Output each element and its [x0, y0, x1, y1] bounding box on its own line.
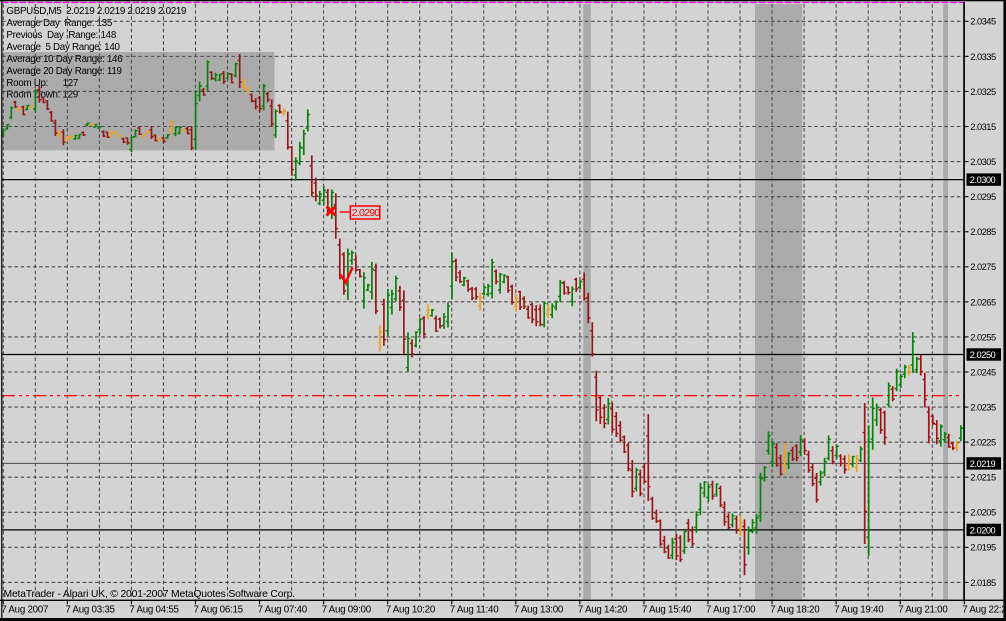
svg-text:7 Aug 18:20: 7 Aug 18:20	[770, 604, 820, 615]
svg-text:2.0235: 2.0235	[970, 403, 996, 413]
svg-text:7 Aug 06:15: 7 Aug 06:15	[194, 604, 244, 615]
svg-text:2.0250: 2.0250	[970, 350, 996, 360]
svg-text:MetaTrader - Alpari UK, © 2001: MetaTrader - Alpari UK, © 2001-2007 Meta…	[4, 589, 295, 600]
svg-text:7 Aug 09:00: 7 Aug 09:00	[322, 604, 372, 615]
svg-text:7 Aug 19:40: 7 Aug 19:40	[834, 604, 884, 615]
svg-text:7 Aug 04:55: 7 Aug 04:55	[129, 604, 179, 615]
svg-text:2.0195: 2.0195	[970, 543, 996, 553]
svg-text:Average Day Range: 135: Average Day Range: 135	[6, 18, 113, 29]
svg-text:2.0315: 2.0315	[970, 122, 996, 132]
svg-text:7 Aug 15:40: 7 Aug 15:40	[642, 604, 692, 615]
svg-text:2.0305: 2.0305	[970, 157, 996, 167]
svg-text:2.0325: 2.0325	[970, 87, 996, 97]
svg-text:2.0255: 2.0255	[970, 332, 996, 342]
svg-text:2.0225: 2.0225	[970, 438, 996, 448]
svg-text:Average 10 Day Range: 146: Average 10 Day Range: 146	[6, 54, 123, 65]
svg-text:Previous Day Range: 148: Previous Day Range: 148	[6, 30, 116, 41]
svg-text:7 Aug 10:20: 7 Aug 10:20	[386, 604, 436, 615]
svg-text:2.0290: 2.0290	[352, 207, 381, 219]
svg-text:7 Aug 17:00: 7 Aug 17:00	[706, 604, 756, 615]
svg-text:2.0185: 2.0185	[970, 578, 996, 588]
svg-text:2.0285: 2.0285	[970, 227, 996, 237]
svg-text:Room Up: 127: Room Up: 127	[6, 78, 78, 89]
svg-text:2.0345: 2.0345	[970, 17, 996, 27]
svg-text:7 Aug 22:2: 7 Aug 22:2	[962, 604, 1006, 615]
svg-text:2.0265: 2.0265	[970, 297, 996, 307]
svg-text:7 Aug 14:20: 7 Aug 14:20	[578, 604, 628, 615]
svg-text:Room Down: 129: Room Down: 129	[6, 90, 78, 101]
svg-text:7 Aug 03:35: 7 Aug 03:35	[65, 604, 115, 615]
svg-text:2.0215: 2.0215	[970, 473, 996, 483]
svg-text:7 Aug 13:00: 7 Aug 13:00	[514, 604, 564, 615]
svg-text:2.0335: 2.0335	[970, 52, 996, 62]
svg-text:GBPUSD,M5 2.0219 2.0219 2.021: GBPUSD,M5 2.0219 2.0219 2.0219 2.0219	[6, 6, 186, 17]
svg-text:2.0275: 2.0275	[970, 262, 996, 272]
svg-text:2.0245: 2.0245	[970, 367, 996, 377]
svg-text:7 Aug 2007: 7 Aug 2007	[1, 604, 48, 615]
svg-text:2.0300: 2.0300	[970, 175, 996, 185]
svg-text:2.0219: 2.0219	[970, 459, 996, 469]
svg-text:2.0205: 2.0205	[970, 508, 996, 518]
svg-text:2.0295: 2.0295	[970, 192, 996, 202]
svg-text:Average 20 Day Range: 119: Average 20 Day Range: 119	[6, 66, 121, 77]
svg-text:2.0200: 2.0200	[970, 526, 996, 536]
svg-text:Average 5 Day Range: 140: Average 5 Day Range: 140	[6, 42, 120, 53]
svg-text:7 Aug 07:40: 7 Aug 07:40	[258, 604, 308, 615]
svg-text:7 Aug 21:00: 7 Aug 21:00	[898, 604, 948, 615]
svg-text:7 Aug 11:40: 7 Aug 11:40	[450, 604, 499, 615]
